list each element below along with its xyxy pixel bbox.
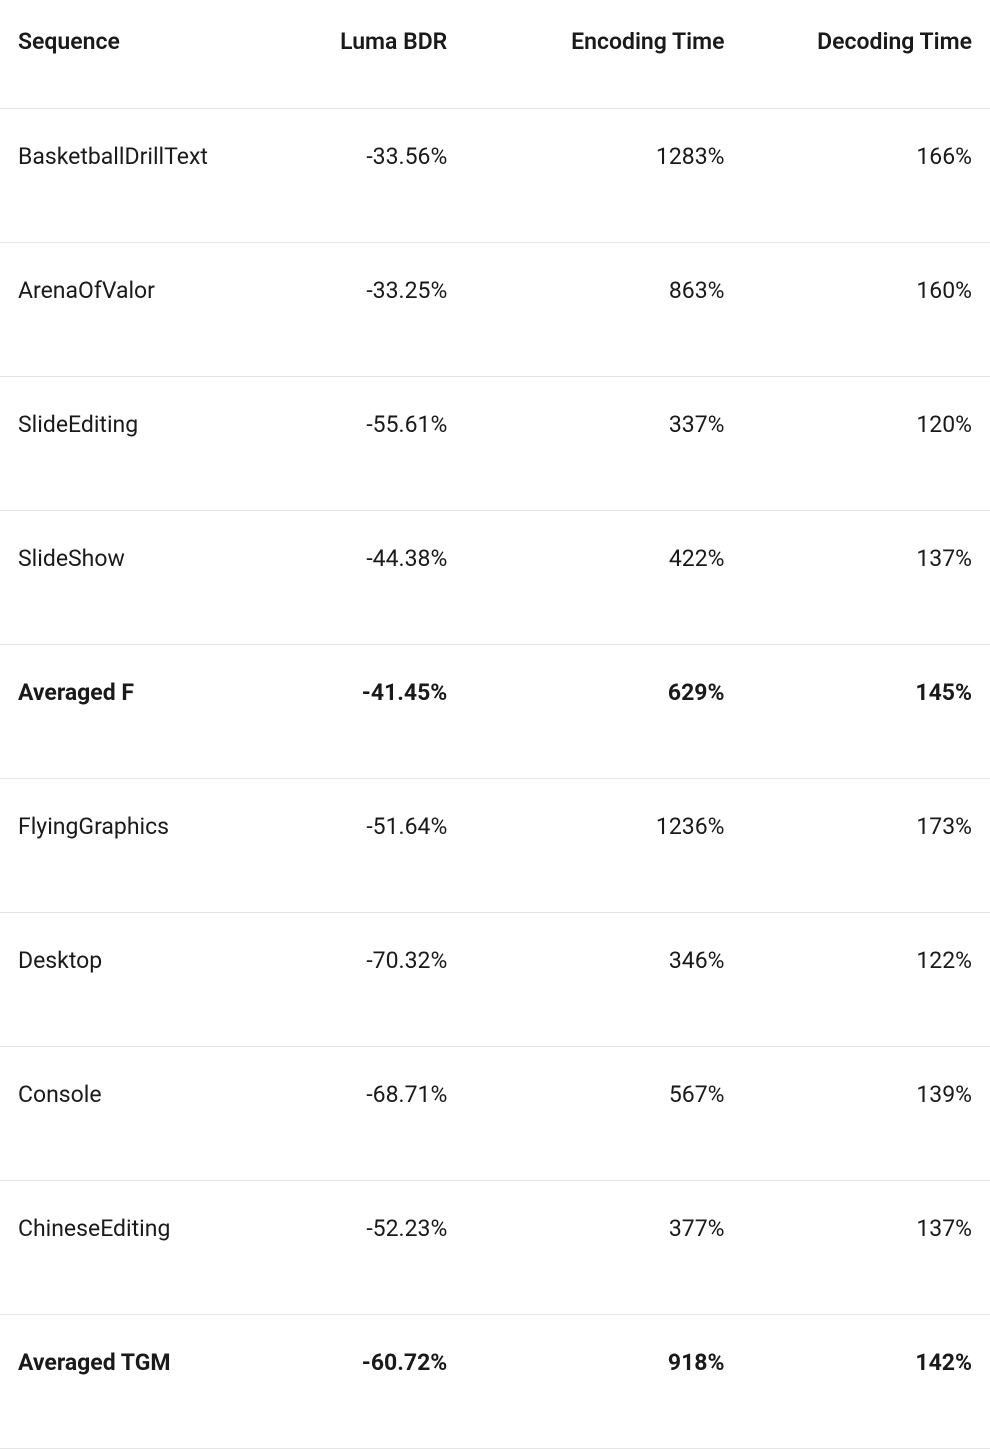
- cell-encoding-time: 1283%: [465, 108, 742, 242]
- cell-luma-bdr: -44.38%: [248, 510, 466, 644]
- cell-sequence: Console: [0, 1046, 248, 1180]
- cell-encoding-time: 863%: [465, 242, 742, 376]
- cell-luma-bdr: -51.64%: [248, 778, 466, 912]
- cell-luma-bdr: -41.45%: [248, 644, 466, 778]
- table-row: ChineseEditing -52.23% 377% 137%: [0, 1180, 990, 1314]
- cell-encoding-time: 377%: [465, 1180, 742, 1314]
- col-header-sequence: Sequence: [0, 0, 248, 108]
- cell-luma-bdr: -68.71%: [248, 1046, 466, 1180]
- cell-sequence: BasketballDrillText: [0, 108, 248, 242]
- cell-decoding-time: 137%: [742, 510, 990, 644]
- cell-decoding-time: 122%: [742, 912, 990, 1046]
- table-row-summary: Averaged F -41.45% 629% 145%: [0, 644, 990, 778]
- cell-encoding-time: 422%: [465, 510, 742, 644]
- table-row: Desktop -70.32% 346% 122%: [0, 912, 990, 1046]
- cell-sequence: Averaged TGM: [0, 1314, 248, 1448]
- cell-encoding-time: 918%: [465, 1314, 742, 1448]
- table-row: SlideShow -44.38% 422% 137%: [0, 510, 990, 644]
- cell-sequence: Averaged F: [0, 644, 248, 778]
- table-header: Sequence Luma BDR Encoding Time Decoding…: [0, 0, 990, 108]
- cell-sequence: SlideShow: [0, 510, 248, 644]
- table-header-row: Sequence Luma BDR Encoding Time Decoding…: [0, 0, 990, 108]
- cell-decoding-time: 160%: [742, 242, 990, 376]
- cell-luma-bdr: -70.32%: [248, 912, 466, 1046]
- cell-sequence: SlideEditing: [0, 376, 248, 510]
- table-row: Console -68.71% 567% 139%: [0, 1046, 990, 1180]
- table-row: FlyingGraphics -51.64% 1236% 173%: [0, 778, 990, 912]
- col-header-decoding-time: Decoding Time: [742, 0, 990, 108]
- cell-luma-bdr: -55.61%: [248, 376, 466, 510]
- data-table: Sequence Luma BDR Encoding Time Decoding…: [0, 0, 990, 1449]
- cell-sequence: ArenaOfValor: [0, 242, 248, 376]
- cell-decoding-time: 145%: [742, 644, 990, 778]
- table-row: BasketballDrillText -33.56% 1283% 166%: [0, 108, 990, 242]
- cell-encoding-time: 346%: [465, 912, 742, 1046]
- cell-sequence: ChineseEditing: [0, 1180, 248, 1314]
- cell-encoding-time: 337%: [465, 376, 742, 510]
- cell-luma-bdr: -33.56%: [248, 108, 466, 242]
- cell-decoding-time: 137%: [742, 1180, 990, 1314]
- table-row-summary: Averaged TGM -60.72% 918% 142%: [0, 1314, 990, 1448]
- cell-decoding-time: 166%: [742, 108, 990, 242]
- cell-decoding-time: 120%: [742, 376, 990, 510]
- cell-encoding-time: 1236%: [465, 778, 742, 912]
- cell-sequence: Desktop: [0, 912, 248, 1046]
- cell-encoding-time: 567%: [465, 1046, 742, 1180]
- cell-luma-bdr: -60.72%: [248, 1314, 466, 1448]
- cell-luma-bdr: -52.23%: [248, 1180, 466, 1314]
- cell-encoding-time: 629%: [465, 644, 742, 778]
- cell-decoding-time: 142%: [742, 1314, 990, 1448]
- col-header-luma-bdr: Luma BDR: [248, 0, 466, 108]
- col-header-encoding-time: Encoding Time: [465, 0, 742, 108]
- cell-decoding-time: 139%: [742, 1046, 990, 1180]
- cell-decoding-time: 173%: [742, 778, 990, 912]
- table-body: BasketballDrillText -33.56% 1283% 166% A…: [0, 108, 990, 1448]
- table-row: ArenaOfValor -33.25% 863% 160%: [0, 242, 990, 376]
- cell-luma-bdr: -33.25%: [248, 242, 466, 376]
- data-table-container: Sequence Luma BDR Encoding Time Decoding…: [0, 0, 990, 1449]
- table-row: SlideEditing -55.61% 337% 120%: [0, 376, 990, 510]
- cell-sequence: FlyingGraphics: [0, 778, 248, 912]
